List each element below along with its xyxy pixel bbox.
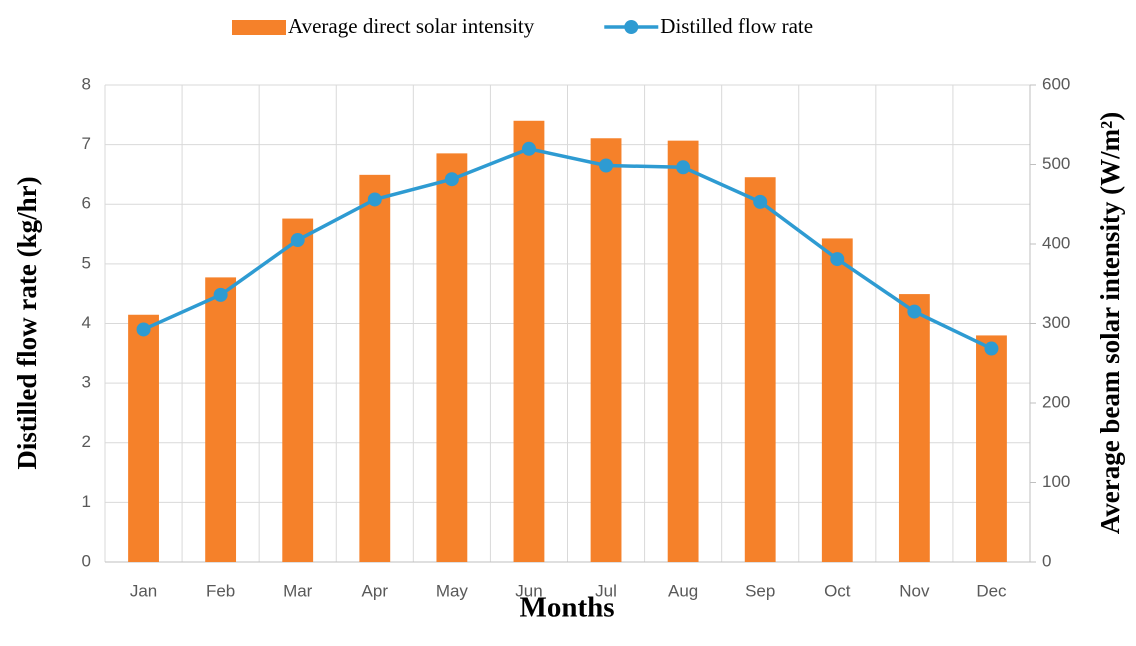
y-tick-label: 3 bbox=[82, 373, 91, 392]
x-tick-label: Jul bbox=[595, 581, 617, 600]
bar bbox=[282, 218, 314, 562]
x-tick-label: Mar bbox=[283, 581, 313, 600]
y-tick-label: 1 bbox=[82, 492, 91, 511]
y2-tick-label: 400 bbox=[1042, 233, 1070, 252]
y-tick-label: 6 bbox=[82, 194, 91, 213]
legend-swatch bbox=[232, 20, 286, 35]
bar bbox=[898, 294, 930, 562]
line-marker bbox=[290, 233, 305, 248]
bar bbox=[821, 238, 853, 562]
y-tick-label: 5 bbox=[82, 253, 91, 272]
bar bbox=[128, 314, 159, 562]
bar bbox=[976, 335, 1007, 562]
x-tick-label: Jun bbox=[515, 581, 542, 600]
bar bbox=[513, 120, 545, 563]
line-marker bbox=[444, 172, 459, 187]
legend-swatch bbox=[624, 20, 639, 34]
line-marker bbox=[907, 304, 922, 319]
y2-tick-label: 0 bbox=[1042, 551, 1051, 570]
y2-tick-label: 100 bbox=[1042, 472, 1070, 491]
line-marker bbox=[521, 141, 536, 156]
x-tick-label: Oct bbox=[824, 581, 851, 600]
y-tick-label: 2 bbox=[82, 432, 91, 451]
bar bbox=[744, 177, 776, 562]
y2-tick-label: 500 bbox=[1042, 154, 1070, 173]
bar bbox=[359, 174, 391, 562]
line-marker bbox=[136, 322, 151, 337]
line-marker bbox=[753, 194, 768, 209]
x-tick-label: Apr bbox=[362, 581, 389, 600]
y2-tick-label: 300 bbox=[1042, 313, 1070, 332]
y2-tick-label: 200 bbox=[1042, 392, 1070, 411]
legend-label: Average direct solar intensity bbox=[288, 14, 535, 38]
legend-label: Distilled flow rate bbox=[660, 14, 813, 38]
bar bbox=[590, 138, 622, 562]
x-tick-label: Feb bbox=[206, 581, 235, 600]
y-tick-label: 7 bbox=[82, 134, 91, 153]
y2-axis-title: Average beam solar intensity (W/m²) bbox=[1095, 112, 1125, 535]
x-tick-label: Nov bbox=[899, 581, 930, 600]
bar bbox=[205, 277, 237, 562]
y2-tick-label: 600 bbox=[1042, 74, 1070, 93]
line-marker bbox=[213, 287, 228, 302]
x-axis-title: Months bbox=[519, 592, 614, 624]
line bbox=[142, 146, 993, 351]
y-tick-label: 8 bbox=[82, 74, 91, 93]
line-marker bbox=[599, 158, 614, 173]
line-marker bbox=[676, 160, 691, 175]
y-tick-label: 0 bbox=[82, 551, 91, 570]
bar bbox=[667, 140, 699, 562]
x-tick-label: May bbox=[436, 581, 469, 600]
line-marker bbox=[984, 341, 999, 356]
bar bbox=[436, 153, 468, 562]
x-tick-label: Dec bbox=[976, 581, 1007, 600]
x-tick-label: Jan bbox=[130, 581, 157, 600]
y-axis-title: Distilled flow rate (kg/hr) bbox=[12, 176, 42, 469]
line-marker bbox=[367, 192, 382, 207]
y-tick-label: 4 bbox=[82, 313, 91, 332]
line-marker bbox=[830, 252, 845, 267]
x-tick-label: Sep bbox=[745, 581, 775, 600]
x-tick-label: Aug bbox=[668, 581, 698, 600]
